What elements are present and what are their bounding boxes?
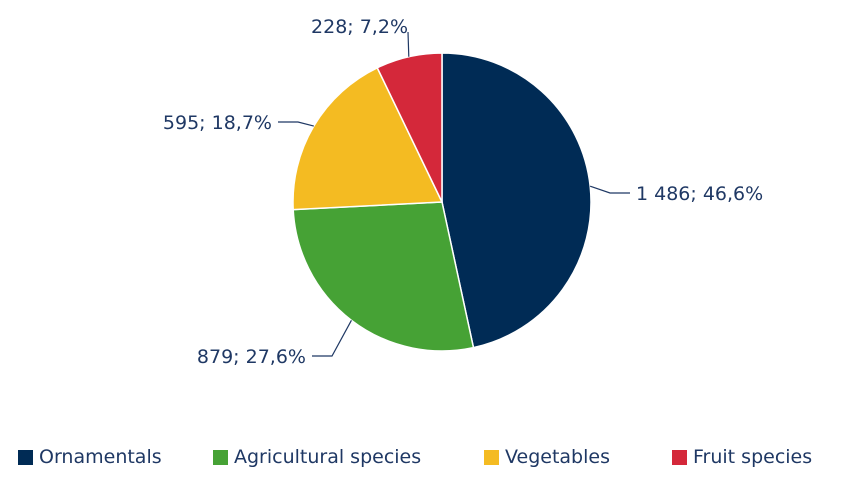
pie-slice-fruit-species [376, 52, 443, 203]
legend-item-ornamentals: Ornamentals [18, 446, 162, 468]
legend: Ornamentals Agricultural species Vegetab… [0, 446, 843, 476]
legend-swatch-fruit-species [672, 449, 687, 465]
legend-label: Vegetables [505, 446, 610, 468]
data-label-vegetables: 595; 18,7% [163, 112, 272, 134]
pie-slice-vegetables [292, 66, 444, 211]
leader-line-agricultural-species [312, 320, 352, 357]
pie-slice-agricultural-species [292, 201, 475, 352]
pie-slices [292, 52, 592, 352]
pie-slice-ornamentals [441, 52, 592, 349]
leader-lines [278, 31, 630, 357]
leader-line-fruit-species [407, 31, 410, 57]
data-label-ornamentals: 1 486; 46,6% [636, 183, 763, 205]
legend-swatch-agricultural-species [213, 449, 228, 465]
data-labels: 1 486; 46,6% 879; 27,6% 595; 18,7% 228; 7,2… [163, 16, 763, 368]
data-label-agricultural-species: 879; 27,6% [197, 346, 306, 368]
leader-line-ornamentals [589, 185, 630, 194]
legend-item-fruit-species: Fruit species [672, 446, 812, 468]
leader-line-vegetables [278, 121, 314, 127]
legend-label: Agricultural species [234, 446, 422, 468]
legend-item-agricultural-species: Agricultural species [213, 446, 421, 468]
data-label-fruit-species: 228; 7,2% [311, 16, 408, 38]
legend-label: Ornamentals [39, 446, 162, 468]
legend-swatch-ornamentals [18, 449, 33, 465]
legend-item-vegetables: Vegetables [484, 446, 610, 468]
legend-swatch-vegetables [484, 449, 499, 465]
legend-label: Fruit species [693, 446, 813, 468]
